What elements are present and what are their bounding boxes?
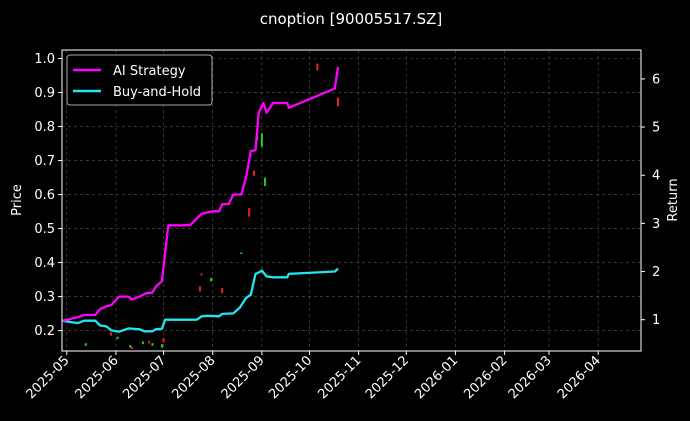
- x-tick-label: 2025-05: [24, 353, 73, 402]
- legend-box: [66, 54, 213, 106]
- legend-label-ai-strategy: AI Strategy: [113, 64, 186, 79]
- price-ticks: [84, 63, 340, 349]
- y-tick-label: 0.5: [34, 222, 55, 237]
- legend-label-buy-and-hold: Buy-and-Hold: [113, 85, 201, 100]
- legend: AI Strategy Buy-and-Hold: [66, 54, 213, 106]
- series-line-buy-and-hold: [61, 267, 339, 333]
- x-tick-label: 2026-04: [555, 353, 604, 402]
- y-tick-label: 0.2: [34, 324, 55, 339]
- x-tick-label: 2026-02: [461, 353, 510, 402]
- x-tick-label: 2025-06: [73, 353, 122, 402]
- x-tick-label: 2025-09: [219, 353, 268, 402]
- series-lines: [61, 66, 340, 333]
- y2-tick-label: 2: [652, 265, 660, 280]
- y2-tick-label: 1: [652, 313, 660, 328]
- x-tick-label: 2026-01: [412, 353, 461, 402]
- plot-frame: [61, 49, 642, 352]
- x-tick-label: 2026-03: [506, 353, 555, 402]
- y-tick-label: 0.3: [34, 290, 55, 305]
- y-axis-label: Price: [10, 184, 25, 216]
- grid: [62, 50, 641, 351]
- y2-tick-label: 6: [652, 72, 660, 87]
- y-tick-label: 1.0: [34, 52, 55, 67]
- y2-tick-label: 3: [652, 217, 660, 232]
- y-tick-label: 0.8: [34, 120, 55, 135]
- x-tick-label: 2025-08: [170, 353, 219, 402]
- series-line-ai-strategy: [61, 66, 340, 322]
- y2-tick-label: 4: [652, 169, 660, 184]
- y2-tick-label: 5: [652, 121, 660, 136]
- y-tick-label: 0.9: [34, 86, 55, 101]
- x-tick-label: 2025-10: [266, 353, 315, 402]
- chart-title: cnoption [90005517.SZ]: [260, 10, 443, 28]
- x-tick-label: 2025-12: [363, 353, 412, 402]
- y2-axis-label: Return: [666, 178, 681, 221]
- x-tick-label: 2025-07: [120, 353, 169, 402]
- y-tick-label: 0.6: [34, 188, 55, 203]
- x-tick-label: 2025-11: [315, 353, 364, 402]
- y-tick-label: 0.7: [34, 154, 55, 169]
- y-tick-label: 0.4: [34, 256, 55, 271]
